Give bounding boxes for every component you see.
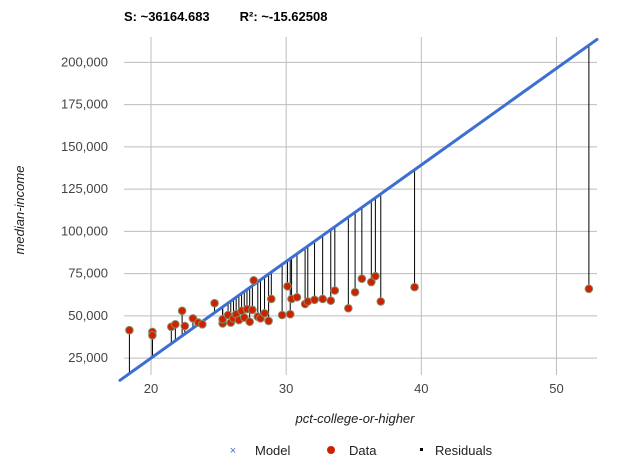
data-points <box>125 271 594 340</box>
y-tick-label: 100,000 <box>61 223 108 238</box>
y-tick-label: 25,000 <box>68 350 108 365</box>
legend-data-label: Data <box>349 443 377 458</box>
data-point <box>260 309 269 318</box>
legend-residuals-label: Residuals <box>435 443 493 458</box>
x-tick-label: 50 <box>549 381 563 396</box>
data-point <box>177 306 187 316</box>
data-point <box>310 295 319 305</box>
data-point <box>350 287 360 297</box>
data-point <box>326 296 336 305</box>
grid-lines <box>124 37 597 375</box>
data-point <box>198 320 207 329</box>
data-point <box>357 274 367 283</box>
model-line <box>118 37 599 382</box>
x-axis-title: pct-college-or-higher <box>295 411 416 426</box>
r2-stat: R²: ~-15.62508 <box>239 9 328 24</box>
x-tick-label: 30 <box>279 381 293 396</box>
x-tick-labels: 20 30 40 50 <box>144 381 564 396</box>
data-point <box>248 305 257 315</box>
data-point <box>245 317 254 327</box>
data-point <box>330 286 340 295</box>
data-point <box>277 310 287 320</box>
y-tick-label: 50,000 <box>68 308 108 323</box>
legend: × Model Data Residuals <box>230 443 493 458</box>
y-tick-labels: 25,000 50,000 75,000 100,000 125,000 150,000 1… <box>61 54 108 365</box>
y-tick-label: 150,000 <box>61 139 108 154</box>
data-point <box>371 271 380 281</box>
y-axis-title: median-income <box>12 166 27 255</box>
data-point <box>344 303 353 313</box>
s-stat: S: ~36164.683 <box>124 9 210 24</box>
data-point <box>584 284 594 294</box>
data-point <box>367 277 376 287</box>
data-point <box>285 309 295 319</box>
data-point <box>318 294 327 304</box>
data-point <box>171 320 180 329</box>
legend-data-marker <box>327 446 335 454</box>
data-point <box>292 292 302 302</box>
data-point <box>376 297 386 306</box>
y-tick-label: 175,000 <box>61 97 108 112</box>
x-tick-label: 40 <box>414 381 428 396</box>
data-point <box>210 298 219 308</box>
data-point <box>264 316 273 326</box>
legend-model-marker: × <box>230 445 236 457</box>
data-point <box>267 294 276 304</box>
x-tick-label: 20 <box>144 381 158 396</box>
data-point <box>410 282 419 292</box>
legend-model-label: Model <box>255 443 291 458</box>
data-point <box>125 325 134 335</box>
y-tick-label: 200,000 <box>61 54 108 69</box>
y-tick-label: 75,000 <box>68 266 108 281</box>
data-point <box>283 281 292 291</box>
data-point <box>180 321 190 331</box>
model-line-group <box>118 37 599 382</box>
y-tick-label: 125,000 <box>61 181 108 196</box>
data-point <box>148 330 157 340</box>
stats-line: S: ~36164.683 R²: ~-15.62508 <box>124 9 357 24</box>
data-point <box>249 276 259 285</box>
legend-residuals-marker <box>420 448 423 451</box>
